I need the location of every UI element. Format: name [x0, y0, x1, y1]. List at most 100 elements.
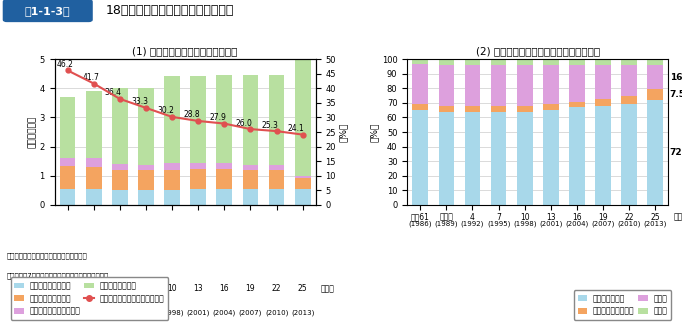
Text: 7: 7	[143, 284, 149, 293]
Text: (2007): (2007)	[239, 309, 262, 315]
Legend: 子供が１人いる世帯, 子供が２人いる世帯, 子供が３人以上いる世帯, 子供のいない世帯, 子供がいる世帯の割合（右軸）: 子供が１人いる世帯, 子供が２人いる世帯, 子供が３人以上いる世帯, 子供のいな…	[11, 277, 168, 319]
Text: (1995): (1995)	[134, 309, 158, 315]
Bar	[517, 65, 533, 106]
Text: 28.8: 28.8	[183, 111, 200, 119]
Text: 第1-1-3図: 第1-1-3図	[25, 6, 70, 16]
Legend: 夫婦と子供のみ, ひとり親と子供のみ, 三世代, その他: 夫婦と子供のみ, ひとり親と子供のみ, 三世代, その他	[574, 290, 671, 319]
Bar	[439, 106, 454, 112]
Text: (1998): (1998)	[160, 309, 184, 315]
Text: 25: 25	[651, 213, 660, 221]
Bar	[464, 106, 480, 112]
Bar	[86, 167, 102, 189]
Bar	[269, 165, 284, 170]
Bar	[621, 59, 637, 65]
Bar	[138, 170, 154, 190]
Text: (1998): (1998)	[513, 220, 537, 227]
Bar	[164, 76, 180, 163]
Text: （年）: （年）	[321, 284, 335, 293]
Text: 平成元: 平成元	[439, 213, 454, 221]
Bar	[517, 106, 533, 112]
Bar	[517, 112, 533, 205]
Text: (2007): (2007)	[591, 220, 614, 227]
Bar	[190, 189, 206, 205]
Bar	[439, 112, 454, 205]
Text: (2001): (2001)	[187, 309, 210, 315]
Bar	[216, 169, 232, 189]
Bar	[190, 169, 206, 189]
Text: 33.3: 33.3	[131, 97, 148, 106]
Text: 16: 16	[572, 213, 582, 221]
Bar	[60, 157, 76, 166]
Text: 4: 4	[470, 213, 475, 221]
Bar	[216, 189, 232, 205]
Bar	[86, 189, 102, 205]
Text: 13: 13	[546, 213, 556, 221]
Text: 72.0: 72.0	[670, 148, 682, 157]
Bar	[164, 190, 180, 205]
Bar	[60, 189, 76, 205]
Text: （出典）厚生労働省「国民生活基礎調査」: （出典）厚生労働省「国民生活基礎調査」	[7, 252, 87, 259]
Text: 25: 25	[298, 284, 308, 293]
Text: (1986): (1986)	[56, 309, 79, 315]
Bar	[569, 102, 584, 107]
Bar	[413, 64, 428, 104]
Bar	[439, 59, 454, 65]
Text: 18歳未満の未婚の子供のいる世帯数: 18歳未満の未婚の子供のいる世帯数	[106, 4, 234, 17]
Bar	[269, 189, 284, 205]
Text: 46.2: 46.2	[57, 60, 74, 69]
Text: (2013): (2013)	[291, 309, 314, 315]
Text: (1986): (1986)	[409, 220, 432, 227]
Text: 平成元: 平成元	[87, 284, 101, 293]
Bar	[439, 65, 454, 106]
Bar	[138, 190, 154, 205]
Bar	[295, 176, 310, 178]
Bar	[138, 165, 154, 170]
Bar	[86, 158, 102, 167]
Text: (2001): (2001)	[539, 220, 563, 227]
Y-axis label: （千万世帯）: （千万世帯）	[28, 116, 37, 148]
Bar	[491, 106, 507, 112]
Bar	[164, 170, 180, 190]
Text: 36.4: 36.4	[105, 88, 122, 97]
Bar	[543, 110, 559, 205]
Bar	[112, 164, 128, 170]
Text: （年）: （年）	[674, 213, 682, 221]
Bar	[112, 170, 128, 190]
Bar	[569, 59, 584, 65]
Bar	[190, 163, 206, 169]
Text: 10: 10	[520, 213, 529, 221]
Text: 24.1: 24.1	[288, 124, 305, 133]
Text: 41.7: 41.7	[83, 73, 100, 82]
Y-axis label: （%）: （%）	[370, 122, 379, 142]
Y-axis label: （%）: （%）	[339, 122, 348, 142]
Bar	[647, 59, 663, 65]
Bar	[295, 59, 310, 176]
Bar	[295, 178, 310, 189]
Bar	[413, 110, 428, 205]
Text: 10: 10	[167, 284, 177, 293]
Text: (2010): (2010)	[617, 220, 641, 227]
Bar	[464, 59, 480, 65]
Bar	[243, 165, 258, 170]
Text: (2004): (2004)	[213, 309, 236, 315]
Bar	[164, 163, 180, 170]
Bar	[464, 112, 480, 205]
Text: 7: 7	[496, 213, 501, 221]
Text: 7.5: 7.5	[670, 90, 682, 99]
Text: (2004): (2004)	[565, 220, 589, 227]
Text: (2010): (2010)	[265, 309, 288, 315]
Text: 19: 19	[598, 213, 608, 221]
Bar	[647, 65, 663, 89]
Bar	[543, 65, 559, 104]
Bar	[491, 59, 507, 65]
Text: 26.0: 26.0	[235, 118, 252, 128]
Text: (1989): (1989)	[434, 220, 458, 227]
Bar	[647, 89, 663, 100]
Bar	[86, 91, 102, 158]
Bar	[491, 65, 507, 106]
Text: 16.3: 16.3	[670, 73, 682, 82]
Bar	[621, 96, 637, 104]
Bar	[243, 170, 258, 189]
Bar	[269, 170, 284, 189]
Bar	[138, 88, 154, 165]
